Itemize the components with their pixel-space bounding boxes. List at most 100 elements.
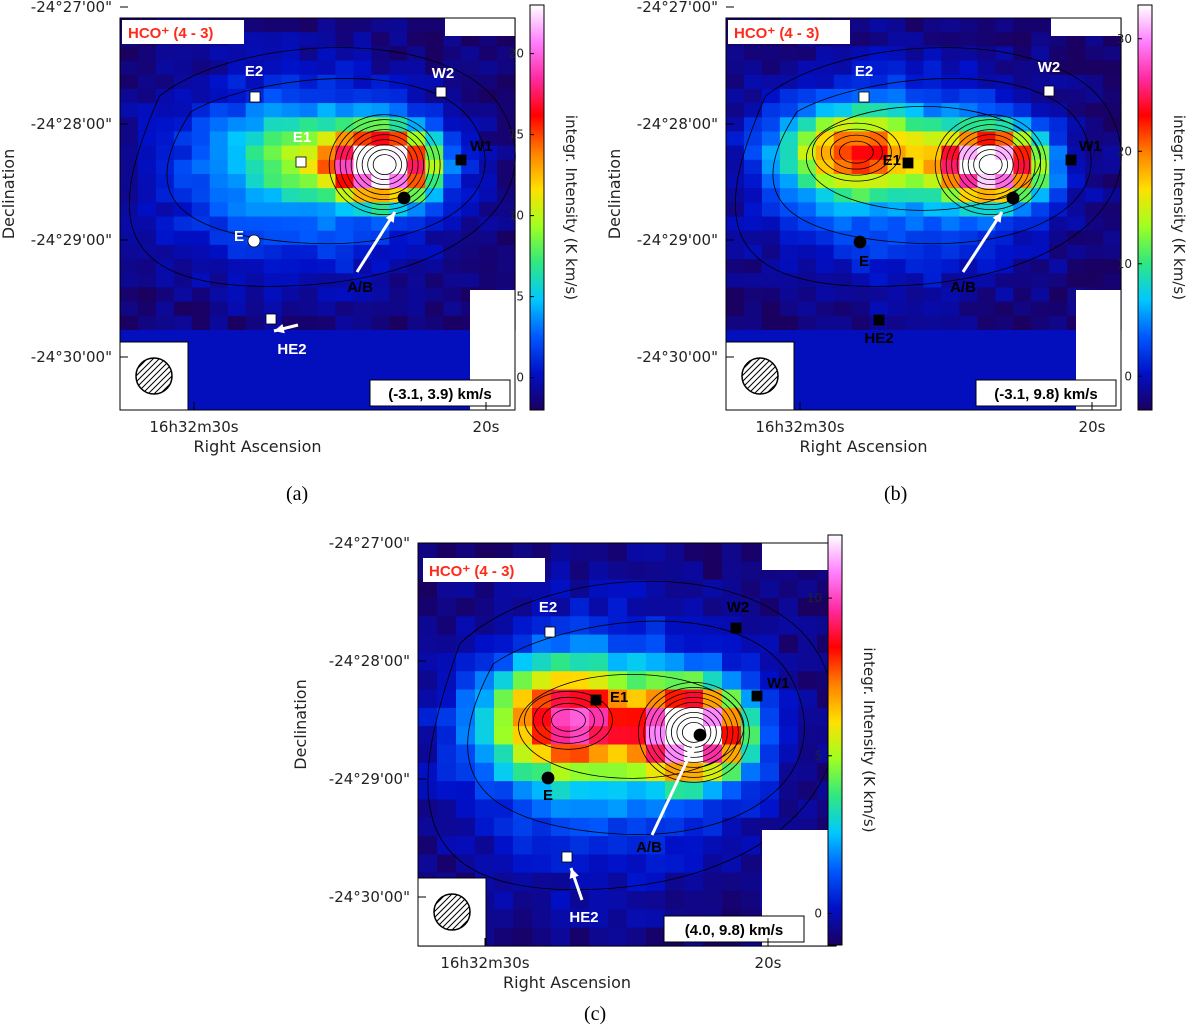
map-pixel	[589, 781, 609, 801]
map-pixel	[761, 60, 781, 76]
map-pixel	[494, 854, 514, 874]
map-pixel	[191, 145, 211, 161]
map-pixel	[418, 854, 438, 874]
map-pixel	[833, 230, 853, 246]
map-pixel	[995, 46, 1014, 62]
map-pixel	[703, 616, 723, 636]
y-axis-label: Declination	[605, 149, 624, 239]
map-pixel	[779, 259, 799, 274]
contour	[934, 114, 1047, 216]
map-pixel	[887, 145, 907, 161]
beam-hatch	[753, 358, 778, 394]
map-pixel	[173, 287, 193, 303]
map-pixel	[456, 744, 476, 764]
colorbar-tick-label: 20	[1117, 144, 1132, 158]
y-tick-label: -24°27'00"	[329, 534, 410, 552]
map-pixel	[299, 216, 319, 232]
map-pixel	[743, 117, 763, 133]
map-figure: HCO⁺ (4 - 3) (4.0, 9.8) km/s E2 W2 E1 W1 E A/B H…	[291, 534, 878, 992]
map-pixel	[456, 616, 476, 636]
map-pixel	[497, 159, 516, 175]
map-pixel	[589, 909, 609, 929]
map-pixel	[137, 131, 157, 147]
map-pixel	[494, 634, 514, 654]
map-pixel	[570, 909, 590, 929]
map-pixel	[589, 854, 609, 874]
map-pixel	[1085, 202, 1104, 218]
map-pixel	[761, 287, 781, 303]
beam-hatch	[439, 894, 470, 930]
velocity-label: (-3.1, 9.8) km/s	[994, 386, 1097, 403]
map-pixel	[497, 145, 516, 161]
beam-ellipse	[433, 893, 471, 931]
map-pixel	[779, 159, 799, 175]
beam-hatch	[765, 358, 778, 394]
map-pixel	[475, 543, 495, 562]
map-pixel	[851, 259, 871, 274]
map-pixel	[461, 74, 480, 90]
map-pixel	[726, 273, 745, 289]
source-markers: E2 W2 E1 W1 E A/B HE2	[853, 59, 1102, 347]
map-pixel	[299, 315, 319, 331]
map-pixel	[418, 744, 438, 764]
map-pixel	[281, 273, 301, 289]
arrow-ab	[355, 211, 397, 273]
beam-hatch	[434, 894, 470, 930]
map-pixel	[959, 216, 978, 232]
map-pixel	[905, 88, 925, 104]
map-pixel	[155, 60, 175, 76]
contour	[166, 78, 486, 245]
map-pixel	[923, 273, 943, 289]
map-pixel	[1067, 259, 1086, 274]
map-pixel	[191, 287, 211, 303]
map-pixel	[779, 579, 799, 599]
map-pixel	[513, 652, 533, 672]
map-pixel	[923, 131, 943, 147]
map-pixel	[461, 216, 480, 232]
map-pixel	[760, 616, 780, 636]
map-pixel	[608, 909, 628, 929]
map-pixel	[456, 689, 476, 709]
map-pixel	[1049, 301, 1068, 317]
map-pixel	[353, 315, 372, 331]
map-pixel	[513, 762, 533, 782]
colorbar-tick-label: 5	[814, 749, 822, 763]
map-pixel	[941, 117, 960, 133]
map-pixel	[797, 230, 817, 246]
map-pixel	[1067, 174, 1086, 189]
map-pixel	[684, 652, 704, 672]
map-pixel	[703, 543, 723, 562]
map-pixel	[833, 216, 853, 232]
beam-hatch	[434, 894, 459, 930]
map-pixel	[371, 74, 390, 90]
map-pixel	[425, 230, 444, 246]
map-pixel	[665, 707, 685, 727]
map-pixel	[995, 88, 1014, 104]
map-pixel	[532, 707, 552, 727]
map-pixel	[665, 634, 685, 654]
map-pixel	[1013, 216, 1032, 232]
map-pixel	[494, 891, 514, 910]
map-pixel	[703, 817, 723, 837]
map-pixel	[743, 315, 763, 331]
source-marker-e1	[590, 694, 602, 706]
map-pixel	[1031, 259, 1050, 274]
map-pixel	[941, 244, 960, 260]
map-pixel	[646, 872, 666, 892]
map-pixel	[815, 145, 835, 161]
map-pixel	[173, 159, 193, 175]
map-frame	[119, 17, 516, 411]
source-marker-w2	[1043, 85, 1055, 97]
map-pixel	[389, 32, 408, 47]
map-pixel	[941, 88, 960, 104]
map-pixel	[741, 597, 761, 617]
map-pixel	[1067, 74, 1086, 90]
map-pixel	[665, 744, 685, 764]
map-pixel	[1049, 159, 1068, 175]
map-pixel	[479, 159, 498, 175]
map-pixel	[209, 230, 229, 246]
map-pixel	[627, 579, 647, 599]
map-pixel	[317, 301, 337, 317]
map-pixel	[497, 230, 516, 246]
map-pixel	[389, 131, 408, 147]
